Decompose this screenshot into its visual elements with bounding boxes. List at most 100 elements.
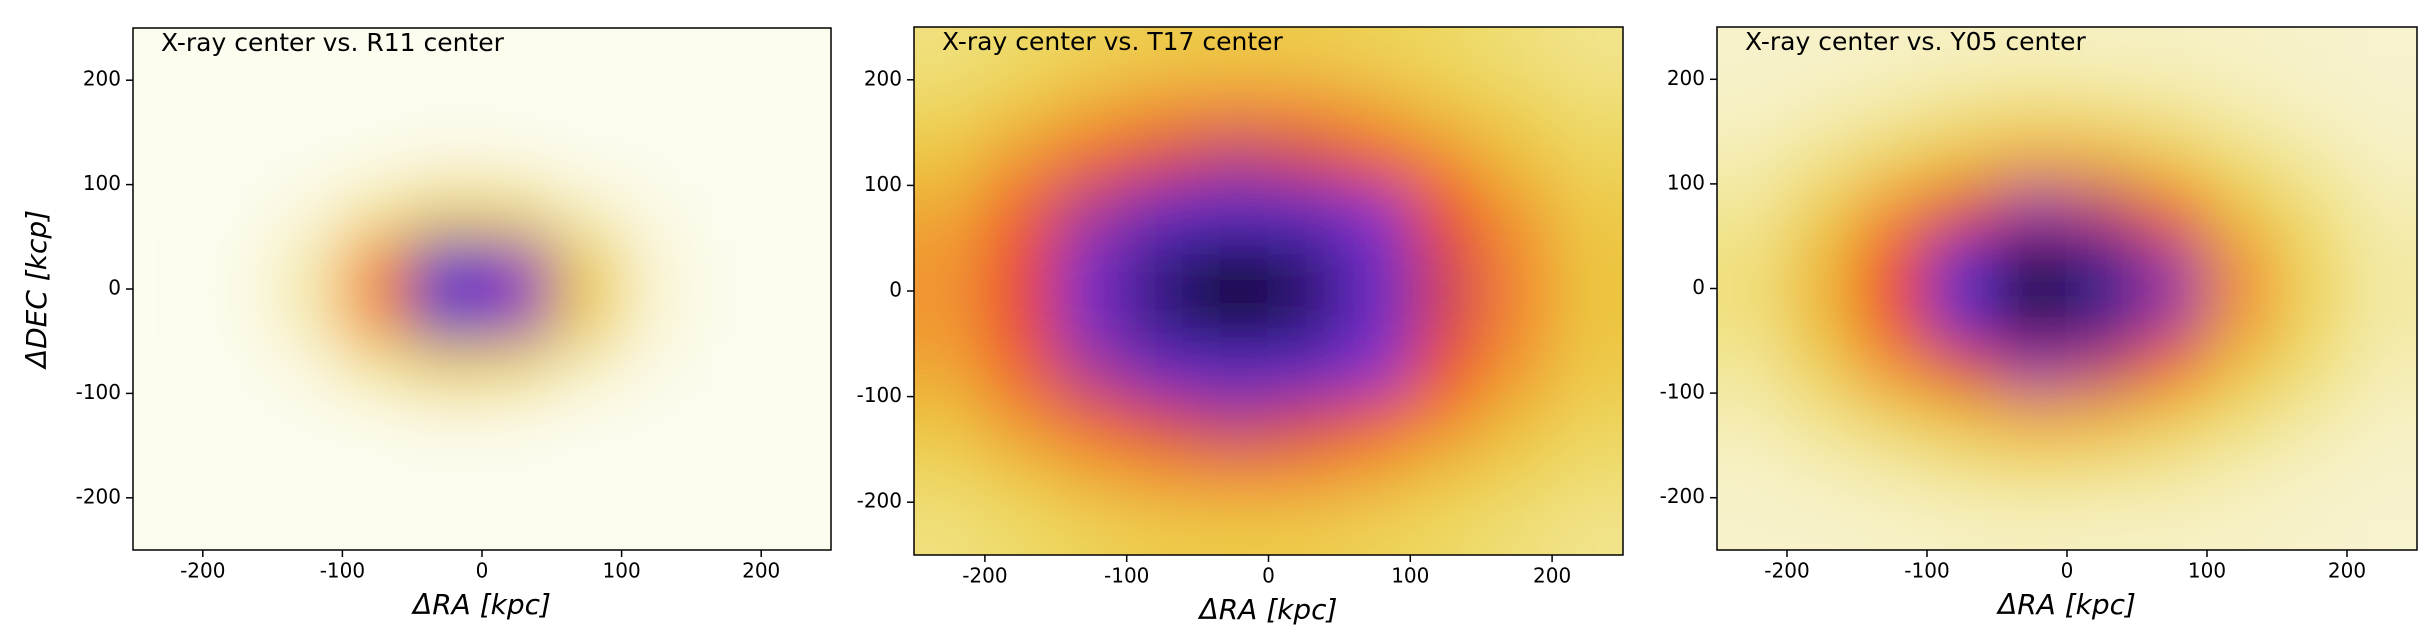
heatmap-cell: [1552, 79, 1623, 134]
heatmap-cell: [1927, 79, 1998, 133]
heatmap-cell: [2207, 79, 2278, 133]
heatmap-cell: [133, 132, 204, 186]
x-tick-label: -200: [1764, 559, 1809, 583]
heatmap-cell: [761, 341, 831, 394]
heatmap-cell: [761, 236, 831, 290]
heatmap-cell: [1410, 185, 1482, 239]
heatmap-cell: [1481, 238, 1553, 292]
heatmap-cell: [1787, 27, 1858, 80]
heatmap-cell: [272, 289, 343, 342]
heatmap-cell: [272, 132, 343, 186]
heatmap-cell: [1410, 27, 1482, 81]
heatmap-cell: [691, 289, 762, 342]
panel-title: X-ray center vs. T17 center: [942, 27, 1284, 56]
heatmap-cell: [2067, 131, 2138, 185]
heatmap-cell: [2277, 79, 2348, 133]
heatmap-cell: [2207, 445, 2278, 499]
heatmap-cell: [342, 132, 413, 186]
x-tick-label: 100: [2188, 559, 2226, 583]
heatmap-cell: [2347, 183, 2417, 237]
heatmap-cell: [342, 445, 413, 499]
heatmap-cell: [1197, 185, 1269, 239]
heatmap-cell: [2347, 288, 2417, 342]
heatmap-cell: [1339, 238, 1411, 292]
heatmap-cell: [1717, 131, 1788, 185]
heatmap-cell: [2067, 340, 2138, 394]
heatmap-cell: [2207, 27, 2278, 80]
heatmap-cell: [1339, 79, 1411, 134]
heatmap-cell: [1717, 236, 1788, 289]
heatmap-cell: [1552, 132, 1623, 186]
heatmap-cell: [551, 28, 623, 81]
heatmap-cell: [1857, 340, 1928, 394]
y-tick-label: 200: [1667, 66, 1705, 90]
heatmap-cell: [2067, 497, 2138, 550]
heatmap-cell: [2347, 445, 2417, 499]
heatmap-cell: [202, 236, 274, 290]
heatmap-cell: [621, 341, 692, 394]
heatmap-cell: [2207, 497, 2278, 550]
heatmap-cell: [2137, 445, 2208, 499]
heatmap-cell: [1997, 131, 2068, 185]
heatmap-cell: [412, 497, 483, 550]
heatmap-cell: [914, 238, 986, 292]
heatmap-cell: [1055, 396, 1128, 450]
heatmap-cell: [482, 289, 553, 342]
heatmap-cell: [1481, 291, 1553, 345]
heatmap-cell: [2207, 288, 2278, 342]
heatmap-cell: [551, 341, 623, 394]
heatmap-cell: [691, 393, 762, 447]
y-tick-label: -100: [76, 380, 121, 404]
heatmap-cells: [1717, 27, 2417, 550]
panel: -200 -100 0 100 200 -200 -100 0 100 200 X-ray cent…: [857, 26, 1624, 626]
heatmap-cell: [691, 445, 762, 499]
heatmap-cell: [272, 28, 343, 81]
heatmap-cell: [1481, 27, 1553, 81]
heatmap-cell: [272, 393, 343, 447]
heatmap-cell: [1787, 288, 1858, 342]
heatmap-cell: [1055, 291, 1128, 345]
heatmap-cells: [133, 28, 831, 550]
heatmap-cell: [1481, 502, 1553, 555]
heatmap-cell: [2137, 393, 2208, 446]
heatmap-cell: [621, 445, 692, 499]
heatmap-cell: [342, 341, 413, 394]
heatmap-cell: [1268, 185, 1340, 239]
heatmap-cell: [1787, 497, 1858, 550]
heatmap-cell: [342, 28, 413, 81]
heatmap-cell: [1552, 502, 1623, 555]
heatmap-cell: [984, 396, 1057, 450]
heatmap-cell: [482, 28, 553, 81]
heatmap-area: [133, 28, 831, 550]
y-tick-label: -100: [857, 383, 902, 407]
heatmap-cell: [1717, 393, 1788, 446]
heatmap-cell: [1927, 288, 1998, 342]
heatmap-cell: [412, 80, 483, 133]
heatmap-cell: [202, 341, 274, 394]
heatmap-cell: [1055, 502, 1128, 555]
heatmap-cell: [342, 289, 413, 342]
heatmap-cell: [1717, 183, 1788, 237]
heatmap-cell: [1410, 238, 1482, 292]
heatmap-cell: [1481, 396, 1553, 450]
heatmap-cell: [1268, 238, 1340, 292]
heatmap-cell: [1197, 79, 1269, 134]
heatmap-cell: [914, 502, 986, 555]
heatmap-cell: [482, 341, 553, 394]
heatmap-cell: [1997, 236, 2068, 289]
heatmap-cell: [1717, 340, 1788, 394]
y-tick-label: -100: [1660, 380, 1705, 404]
x-tick-label: -100: [1104, 564, 1149, 588]
heatmap-cell: [761, 184, 831, 238]
heatmap-cell: [133, 445, 204, 499]
heatmap-cell: [412, 445, 483, 499]
y-tick-label: 0: [889, 278, 902, 302]
heatmap-cell: [551, 289, 623, 342]
heatmap-cell: [621, 289, 692, 342]
heatmap-cell: [2207, 393, 2278, 446]
heatmap-cell: [202, 184, 274, 238]
heatmap-cell: [202, 289, 274, 342]
heatmap-cell: [761, 28, 831, 81]
heatmap-cell: [1997, 288, 2068, 342]
heatmap-cell: [621, 393, 692, 447]
